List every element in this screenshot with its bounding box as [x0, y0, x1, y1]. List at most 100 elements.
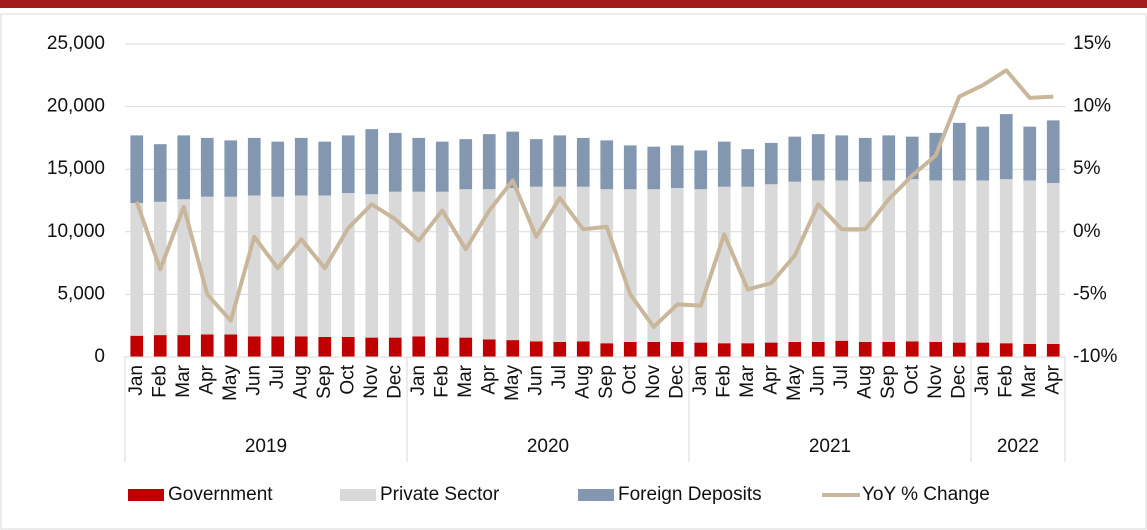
bar-segment	[341, 336, 355, 357]
bar-segment	[1046, 343, 1060, 357]
bar-segment	[482, 134, 496, 190]
bar-segment	[365, 337, 379, 357]
bar-segment	[1046, 182, 1060, 344]
bar-segment	[177, 335, 191, 357]
bar-segment	[647, 341, 661, 357]
bar-segment	[271, 336, 285, 357]
bar-segment	[506, 340, 520, 357]
y-tick-label: 0	[94, 346, 105, 367]
bar-segment	[600, 140, 614, 190]
bar-segment	[788, 136, 802, 182]
bar-segment	[482, 339, 496, 357]
y2-tick-label: -10%	[1073, 346, 1117, 367]
bar-segment	[623, 341, 637, 357]
bar-segment	[318, 336, 332, 357]
bar-segment	[247, 336, 261, 357]
bar-segment	[741, 343, 755, 357]
bar-segment	[811, 341, 825, 357]
bar-segment	[835, 340, 849, 357]
bar-segment	[600, 343, 614, 357]
bar-segment	[200, 196, 214, 335]
bar-segment	[224, 334, 238, 357]
bar-segment	[365, 194, 379, 338]
x-tick-label: Jan	[972, 365, 993, 396]
legend-label: YoY % Change	[862, 484, 990, 505]
bar-segment	[529, 186, 543, 342]
bar-segment	[623, 189, 637, 342]
header-bar	[0, 0, 1147, 8]
x-tick-label: Jul	[549, 365, 570, 389]
bar-segment	[388, 191, 402, 338]
bar-segment	[670, 341, 684, 357]
x-tick-label: Sep	[878, 365, 899, 399]
bar-segment	[999, 343, 1013, 357]
bar-segment	[459, 189, 473, 338]
bar-segment	[294, 137, 308, 196]
bar-segment	[435, 337, 449, 357]
x-tick-label: Aug	[290, 365, 311, 399]
bar-segment	[576, 137, 590, 187]
bar-segment	[576, 186, 590, 342]
bar-segment	[482, 189, 496, 340]
legend-label: Private Sector	[380, 484, 500, 505]
x-tick-label: Nov	[925, 365, 946, 399]
bar-segment	[435, 141, 449, 192]
bar-segment	[764, 184, 778, 343]
y2-tick-label: 0%	[1073, 221, 1101, 242]
bar-segment	[623, 145, 637, 190]
x-tick-label: Feb	[713, 365, 734, 398]
bar-segment	[1046, 120, 1060, 183]
bar-segment	[529, 139, 543, 187]
bar-segment	[976, 180, 990, 343]
bar-segment	[858, 137, 872, 182]
y2-tick-label: 10%	[1073, 96, 1111, 117]
legend-swatch	[340, 489, 376, 501]
bar-segment	[952, 122, 966, 181]
bar-segment	[694, 189, 708, 343]
bar-segment	[717, 343, 731, 357]
bar-segment	[294, 195, 308, 337]
bar-segment	[459, 337, 473, 357]
bar-segment	[882, 180, 896, 342]
bar-segment	[553, 341, 567, 357]
bar-segment	[811, 134, 825, 181]
bar-segment	[858, 341, 872, 357]
x-tick-label: Jun	[525, 365, 546, 396]
legend-label: Foreign Deposits	[618, 484, 762, 505]
bar-segment	[788, 181, 802, 342]
y2-tick-label: -5%	[1073, 283, 1107, 304]
y-tick-label: 10,000	[47, 221, 105, 242]
x-tick-label: Sep	[314, 365, 335, 399]
x-tick-label: May	[220, 365, 241, 401]
x-tick-label: Feb	[995, 365, 1016, 398]
bar-segment	[294, 336, 308, 357]
bar-segment	[341, 192, 355, 337]
x-tick-label: Mar	[1019, 364, 1040, 397]
y-tick-label: 20,000	[47, 96, 105, 117]
bar-segment	[130, 135, 144, 204]
bar-segment	[976, 126, 990, 181]
bar-segment	[506, 187, 520, 341]
x-tick-label: Oct	[901, 364, 922, 394]
bar-segment	[341, 135, 355, 193]
bar-segment	[412, 191, 426, 337]
bar-segment	[177, 135, 191, 200]
year-label: 2019	[245, 436, 287, 457]
bar-segment	[717, 186, 731, 344]
x-tick-label: Apr	[1042, 364, 1063, 394]
x-tick-label: Aug	[854, 365, 875, 399]
bar-segment	[670, 187, 684, 342]
y2-tick-label: 15%	[1073, 33, 1111, 54]
x-tick-label: Nov	[361, 365, 382, 399]
x-tick-label: Nov	[643, 365, 664, 399]
bar-segment	[647, 189, 661, 342]
bar-segment	[412, 336, 426, 357]
bar-segment	[694, 342, 708, 357]
x-tick-label: Sep	[596, 365, 617, 399]
bar-segment	[553, 135, 567, 187]
x-tick-label: Jan	[690, 365, 711, 396]
bar-segment	[529, 341, 543, 357]
bar-segment	[905, 341, 919, 357]
